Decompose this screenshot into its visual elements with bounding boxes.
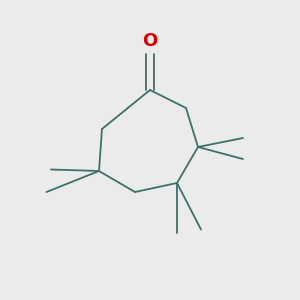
Text: O: O — [142, 32, 158, 50]
